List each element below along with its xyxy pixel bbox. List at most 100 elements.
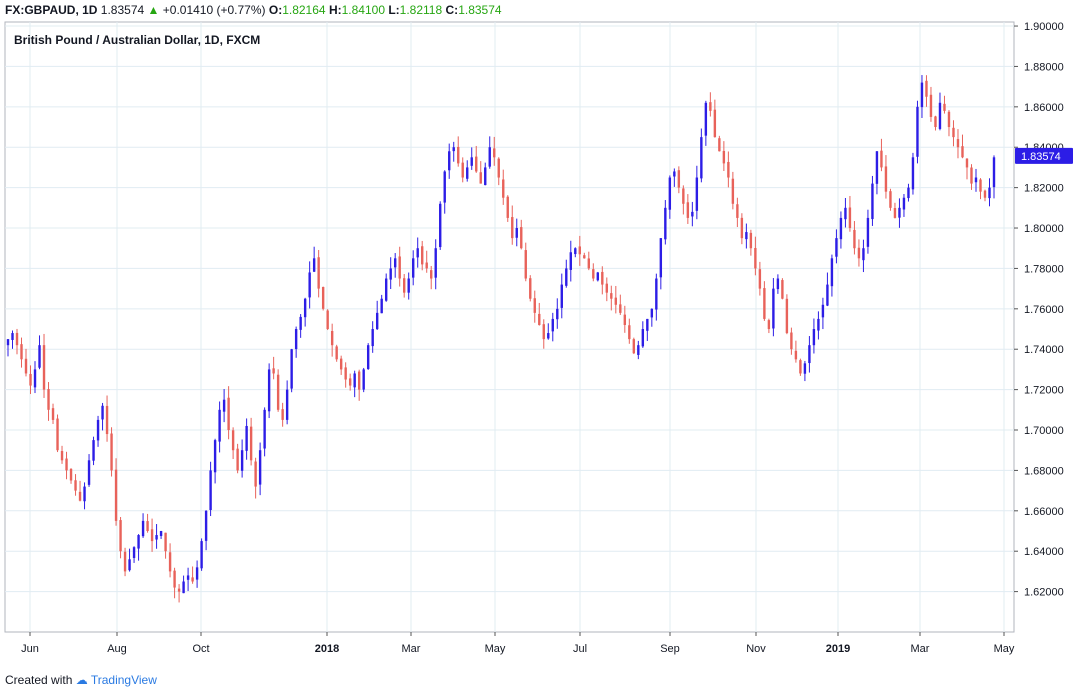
candle-down <box>461 162 464 178</box>
candle-down <box>74 480 77 491</box>
candle-down <box>177 588 181 592</box>
candle-down <box>497 158 500 178</box>
candle-down <box>168 552 172 572</box>
low-label: L: <box>388 3 400 17</box>
candle-up <box>182 581 185 594</box>
candle-up <box>772 288 775 329</box>
candle-up <box>470 157 473 166</box>
candle-down <box>457 146 460 164</box>
candle-up <box>871 183 874 220</box>
candle-down <box>398 256 401 279</box>
x-tick-label: Jun <box>21 643 39 655</box>
candle-down <box>785 298 789 334</box>
candle-down <box>403 278 406 293</box>
candle-up <box>565 268 568 286</box>
candle-up <box>646 318 649 331</box>
candle-down <box>947 111 951 128</box>
tradingview-logo-icon[interactable]: ☁ <box>75 673 88 687</box>
x-tick-label: Aug <box>107 643 127 655</box>
candle-down <box>605 283 609 293</box>
candle-up <box>137 535 140 549</box>
candle-down <box>970 167 973 184</box>
y-tick-label: 1.76000 <box>1024 304 1064 316</box>
candle-up <box>668 177 672 210</box>
candle-down <box>790 332 793 350</box>
symbol-name[interactable]: FX:GBPAUD, 1D <box>5 3 98 17</box>
candle-up <box>366 345 370 370</box>
candle-down <box>348 378 352 386</box>
candle-up <box>695 177 699 211</box>
candle-down <box>880 150 883 168</box>
candle-up <box>33 369 37 388</box>
candle-down <box>740 217 744 239</box>
x-tick-label: 2018 <box>315 643 339 655</box>
y-tick-label: 1.88000 <box>1024 61 1064 73</box>
y-tick-label: 1.62000 <box>1024 587 1064 599</box>
candle-down <box>150 529 154 542</box>
y-tick-label: 1.64000 <box>1024 546 1064 558</box>
candles <box>6 75 996 603</box>
candle-down <box>29 373 32 386</box>
candle-down <box>722 150 726 164</box>
candle-down <box>60 451 64 461</box>
candle-up <box>245 425 248 451</box>
candle-up <box>371 329 374 347</box>
candle-up <box>439 203 442 248</box>
candle-up <box>673 171 676 177</box>
candle-up <box>87 460 91 485</box>
candle-up <box>803 363 807 374</box>
candle-up <box>812 329 816 346</box>
candle-down <box>682 188 685 204</box>
candle-up <box>213 440 217 473</box>
candle-up <box>128 559 131 571</box>
candle-down <box>344 367 347 380</box>
candle-up <box>839 217 843 240</box>
candle-down <box>709 102 712 111</box>
candle-up <box>285 389 289 420</box>
candle-up <box>384 278 388 301</box>
y-tick-label: 1.80000 <box>1024 223 1064 235</box>
candle-up <box>574 248 577 255</box>
x-tick-label: Mar <box>911 643 930 655</box>
candle-down <box>749 232 753 249</box>
chart-title: British Pound / Australian Dollar, 1D, F… <box>14 33 260 47</box>
candle-up <box>389 268 392 280</box>
candle-up <box>556 308 559 320</box>
footer: Created with ☁ TradingView <box>0 668 1082 694</box>
price-axis[interactable]: 1.900001.880001.860001.840001.820001.800… <box>1014 21 1064 599</box>
candle-down <box>763 288 766 319</box>
candle-up <box>484 167 487 186</box>
high-value: 1.84100 <box>341 3 385 17</box>
candle-down <box>758 269 762 289</box>
candle-up <box>443 171 446 203</box>
tradingview-brand[interactable]: TradingView <box>90 673 157 687</box>
candle-up <box>902 197 906 210</box>
candle-up <box>569 252 572 270</box>
candle-down <box>718 138 721 152</box>
symbol-header: FX:GBPAUD, 1D 1.83574 ▲ +0.01410 (+0.77%… <box>0 0 1082 22</box>
candle-down <box>965 158 969 168</box>
candle-up <box>745 232 748 240</box>
candle-up <box>380 298 383 314</box>
candle-up <box>303 298 307 318</box>
candle-down <box>493 148 496 158</box>
candle-up <box>362 369 365 390</box>
y-tick-label: 1.70000 <box>1024 425 1064 437</box>
x-tick-label: Mar <box>402 643 421 655</box>
time-axis[interactable]: Jun Aug Oct 2018 Mar May Jul Sep Nov 2019 Mar May <box>21 632 1015 655</box>
price-chart[interactable]: 1.900001.880001.860001.840001.820001.800… <box>0 20 1082 664</box>
candle-up <box>830 258 834 287</box>
candle-down <box>983 190 987 198</box>
candle-down <box>592 269 595 279</box>
candle-up <box>101 405 104 420</box>
plot-area[interactable] <box>4 21 1015 633</box>
candle-down <box>533 298 536 313</box>
candle-down <box>524 250 527 279</box>
candle-up <box>393 258 397 268</box>
candle-down <box>479 172 482 184</box>
candle-up <box>263 409 266 449</box>
y-tick-label: 1.74000 <box>1024 344 1064 356</box>
candle-up <box>641 329 645 347</box>
open-label: O: <box>268 3 283 17</box>
candle-up <box>159 531 163 536</box>
